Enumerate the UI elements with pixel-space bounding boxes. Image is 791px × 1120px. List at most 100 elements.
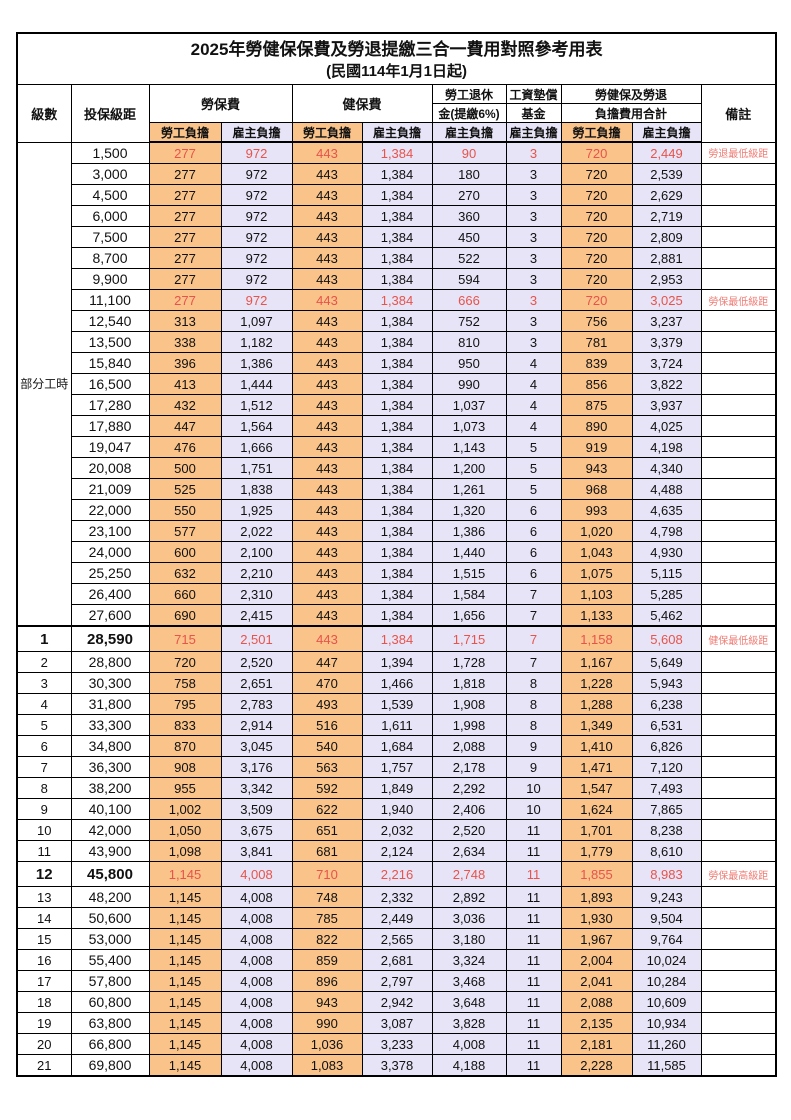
header-wage-fund-line2: 基金	[505, 103, 562, 123]
note-cell	[700, 928, 777, 950]
labor-employee-cell: 1,098	[148, 840, 222, 862]
total-employee-cell: 2,041	[560, 970, 633, 992]
bracket-cell: 48,200	[70, 886, 150, 908]
health-employer-cell: 1,384	[361, 352, 433, 374]
bracket-cell: 45,800	[70, 861, 150, 887]
total-employer-cell: 3,025	[631, 289, 702, 311]
header-total-employee: 勞工負擔	[560, 122, 633, 143]
wage-fund-employer-cell: 3	[505, 141, 562, 164]
header-row-groups-1: 級數 投保級距 勞保費 健保費 勞工退休 工資墊償 勞健保及勞退 備註	[16, 84, 777, 143]
health-employee-cell: 443	[291, 268, 363, 290]
bracket-cell: 6,000	[70, 205, 150, 227]
wage-fund-employer-cell: 8	[505, 672, 562, 694]
pension-employer-cell: 3,828	[431, 1012, 507, 1034]
labor-employer-cell: 972	[220, 268, 293, 290]
total-employee-cell: 2,228	[560, 1054, 633, 1077]
wage-fund-employer-cell: 11	[505, 861, 562, 887]
total-employee-cell: 993	[560, 499, 633, 521]
total-employer-cell: 8,238	[631, 819, 702, 841]
total-employee-cell: 856	[560, 373, 633, 395]
labor-employee-cell: 908	[148, 756, 222, 778]
labor-employer-cell: 972	[220, 247, 293, 269]
health-employer-cell: 1,940	[361, 798, 433, 820]
table-row: 19,047 476 1,666 443 1,384 1,143 5 919 4,198	[17, 436, 777, 458]
total-employer-cell: 4,798	[631, 520, 702, 542]
health-employee-cell: 443	[291, 331, 363, 353]
total-employer-cell: 11,260	[631, 1033, 702, 1055]
bracket-cell: 33,300	[70, 714, 150, 736]
labor-employee-cell: 1,145	[148, 886, 222, 908]
level-cell: 21	[16, 1054, 72, 1077]
total-employer-cell: 2,629	[631, 184, 702, 206]
header-health-insurance: 健保費	[291, 84, 433, 123]
premium-reference-table: 2025年勞健保保費及勞退提繳三合一費用對照參考用表 (民國114年1月1日起)…	[16, 32, 778, 1077]
header-total-employer: 雇主負擔	[631, 122, 702, 143]
level-cell: 3	[16, 672, 72, 694]
pension-employer-cell: 1,515	[431, 562, 507, 584]
table-row: 3 30,300 758 2,651 470 1,466 1,818 8 1,228 5,943	[16, 672, 777, 694]
total-employer-cell: 9,504	[631, 907, 702, 929]
header-total-line2: 負擔費用合計	[560, 103, 702, 123]
health-employer-cell: 1,384	[361, 184, 433, 206]
bracket-cell: 23,100	[70, 520, 150, 542]
total-employee-cell: 720	[560, 247, 633, 269]
note-cell	[700, 226, 777, 248]
wage-fund-employer-cell: 7	[505, 625, 562, 652]
level-cell: 16	[16, 949, 72, 971]
health-employer-cell: 2,216	[361, 861, 433, 887]
note-cell	[700, 991, 777, 1013]
labor-employee-cell: 1,145	[148, 861, 222, 887]
labor-employee-cell: 833	[148, 714, 222, 736]
labor-employee-cell: 1,145	[148, 928, 222, 950]
total-employer-cell: 6,238	[631, 693, 702, 715]
header-health-employee: 勞工負擔	[291, 122, 363, 143]
labor-employee-cell: 550	[148, 499, 222, 521]
total-employee-cell: 1,075	[560, 562, 633, 584]
health-employee-cell: 990	[291, 1012, 363, 1034]
pension-employer-cell: 4,188	[431, 1054, 507, 1077]
bracket-cell: 25,250	[70, 562, 150, 584]
wage-fund-employer-cell: 6	[505, 562, 562, 584]
labor-employer-cell: 972	[220, 163, 293, 185]
bracket-cell: 28,590	[70, 625, 150, 652]
pension-employer-cell: 2,088	[431, 735, 507, 757]
labor-employee-cell: 1,145	[148, 949, 222, 971]
total-employee-cell: 1,701	[560, 819, 633, 841]
pension-employer-cell: 2,634	[431, 840, 507, 862]
note-cell	[700, 331, 777, 353]
pension-employer-cell: 1,584	[431, 583, 507, 605]
table-row: 5 33,300 833 2,914 516 1,611 1,998 8 1,349 6,531	[16, 714, 777, 736]
labor-employee-cell: 447	[148, 415, 222, 437]
total-employee-cell: 1,228	[560, 672, 633, 694]
pension-employer-cell: 2,520	[431, 819, 507, 841]
labor-employee-cell: 660	[148, 583, 222, 605]
bracket-cell: 42,000	[70, 819, 150, 841]
labor-employee-cell: 1,050	[148, 819, 222, 841]
total-employer-cell: 8,610	[631, 840, 702, 862]
health-employee-cell: 443	[291, 436, 363, 458]
health-employer-cell: 1,384	[361, 141, 433, 164]
total-employee-cell: 1,855	[560, 861, 633, 887]
header-note: 備註	[700, 84, 777, 143]
health-employee-cell: 896	[291, 970, 363, 992]
total-employer-cell: 4,025	[631, 415, 702, 437]
total-employee-cell: 1,930	[560, 907, 633, 929]
wage-fund-employer-cell: 6	[505, 520, 562, 542]
health-employee-cell: 592	[291, 777, 363, 799]
total-employee-cell: 781	[560, 331, 633, 353]
health-employee-cell: 443	[291, 163, 363, 185]
pension-employer-cell: 3,324	[431, 949, 507, 971]
labor-employer-cell: 1,751	[220, 457, 293, 479]
note-cell	[700, 1012, 777, 1034]
header-bracket: 投保級距	[70, 84, 150, 143]
total-employee-cell: 1,471	[560, 756, 633, 778]
bracket-cell: 24,000	[70, 541, 150, 563]
health-employee-cell: 443	[291, 352, 363, 374]
total-employee-cell: 720	[560, 205, 633, 227]
labor-employee-cell: 476	[148, 436, 222, 458]
level-cell: 12	[16, 861, 72, 887]
wage-fund-employer-cell: 11	[505, 1054, 562, 1077]
total-employer-cell: 4,488	[631, 478, 702, 500]
health-employee-cell: 443	[291, 415, 363, 437]
